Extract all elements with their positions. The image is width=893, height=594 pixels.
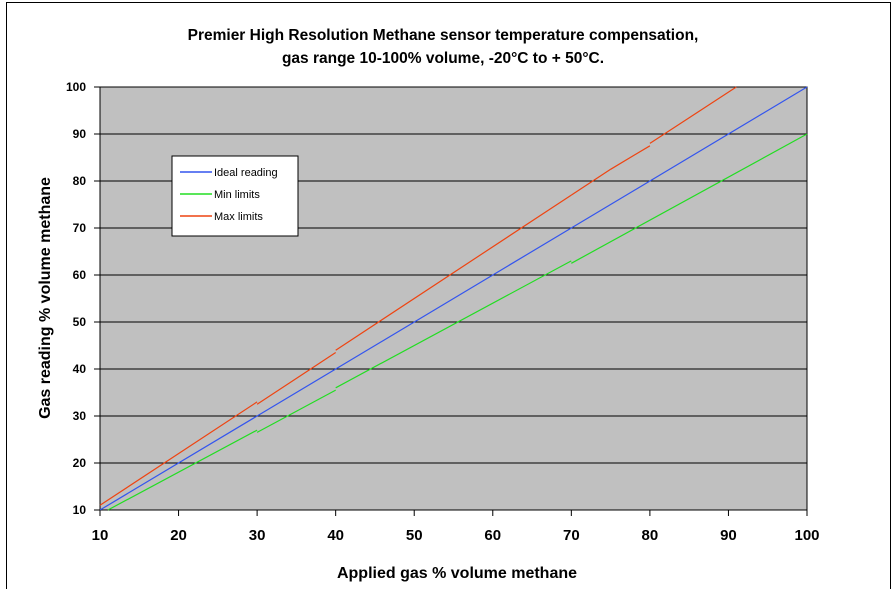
legend-label-max-limits: Max limits <box>214 211 263 223</box>
x-tick-label-1: 20 <box>170 527 187 544</box>
y-tick-label-0: 10 <box>73 503 87 517</box>
x-axis-ticks: 10 20 30 40 50 60 70 80 90 100 <box>92 510 820 544</box>
series-lines <box>99 86 808 511</box>
series-max-limits-segment-4 <box>610 145 651 170</box>
x-tick-label-6: 70 <box>563 527 580 544</box>
x-axis-label: Applied gas % volume methane <box>337 565 577 582</box>
y-tick-label-6: 70 <box>73 221 87 235</box>
series-min-limits-segment-3 <box>571 133 808 264</box>
y-tick-label-5: 60 <box>73 268 87 282</box>
x-tick-label-2: 30 <box>249 527 266 544</box>
y-axis-label: Gas reading % volume methane <box>37 177 54 419</box>
legend-label-min-limits: Min limits <box>214 189 260 201</box>
x-tick-label-7: 80 <box>642 527 659 544</box>
series-max-limits-segment-1 <box>256 351 337 405</box>
series-max-limits-segment-0 <box>99 401 258 506</box>
y-tick-label-7: 80 <box>73 174 87 188</box>
series-ideal-reading-segment-3 <box>570 86 808 229</box>
series-min-limits-segment-1 <box>256 389 336 433</box>
legend-label-ideal-reading: Ideal reading <box>214 167 278 179</box>
series-max-limits-segment-5 <box>649 86 737 144</box>
y-tick-label-2: 30 <box>73 409 87 423</box>
y-tick-label-4: 50 <box>73 315 87 329</box>
series-max-limits-segment-3 <box>570 168 611 196</box>
legend-box <box>171 155 299 237</box>
chart-title-line1: Premier High Resolution Methane sensor t… <box>188 27 699 44</box>
series-max-limits-segment-2 <box>335 194 572 351</box>
series-ideal-reading-segment-0 <box>99 415 258 511</box>
y-tick-label-8: 90 <box>73 127 87 141</box>
x-tick-label-3: 40 <box>327 527 344 544</box>
x-tick-label-5: 60 <box>484 527 501 544</box>
series-min-limits-segment-2 <box>335 260 572 389</box>
y-tick-label-3: 40 <box>73 362 87 376</box>
series-ideal-reading-segment-1 <box>256 368 337 417</box>
legend: Ideal reading Min limits Max limits <box>171 155 299 237</box>
series-ideal-reading-segment-2 <box>335 227 572 370</box>
series-min-limits-segment-0 <box>107 429 258 511</box>
y-tick-label-1: 20 <box>73 456 87 470</box>
x-tick-label-9: 100 <box>794 527 819 544</box>
x-tick-label-8: 90 <box>720 527 737 544</box>
y-tick-label-9: 100 <box>66 80 86 94</box>
x-tick-label-4: 50 <box>406 527 423 544</box>
chart-title-line2: gas range 10-100% volume, -20°C to + 50°… <box>282 50 604 67</box>
x-tick-label-0: 10 <box>92 527 109 544</box>
y-axis-ticks: 10 20 30 40 50 60 70 80 90 100 <box>66 80 100 517</box>
